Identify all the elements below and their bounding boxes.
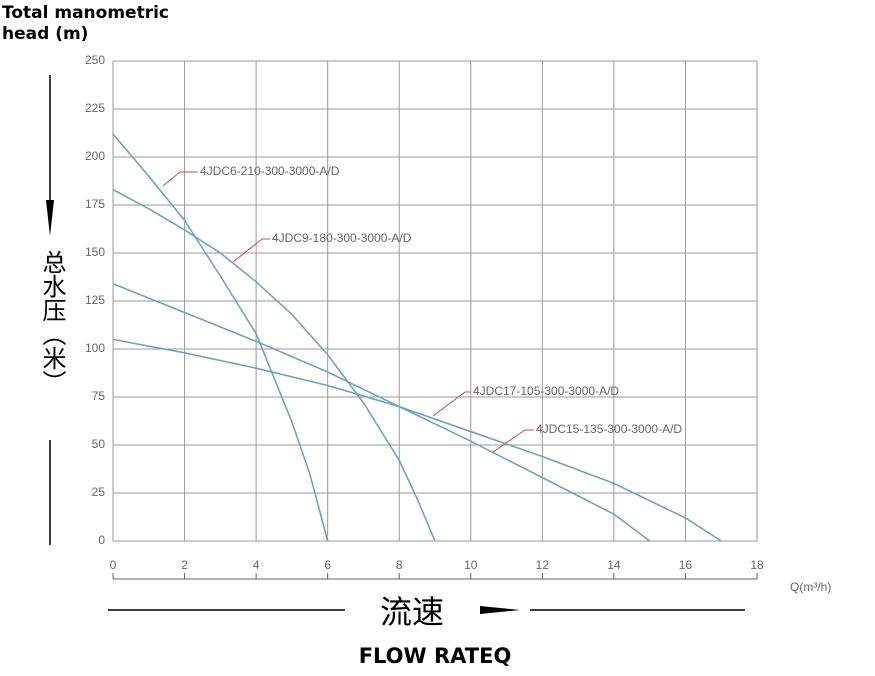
y-tick-label: 125 [85,293,105,307]
y-tick-label: 100 [85,341,105,355]
x-tick-label: 6 [324,558,331,572]
y-axis-title-line: head (m) [2,24,88,44]
x-tick-label: 18 [750,558,764,572]
leader-line [492,429,534,453]
leader-line [432,391,471,417]
series-label: 4JDC6-210-300-3000-A/D [200,164,340,178]
x-tick-label: 10 [464,558,478,572]
x-tick-label: 12 [536,558,550,572]
y-tick-label: 150 [85,245,105,259]
y-tick-label: 25 [92,485,106,499]
y-axis-title-cn: 总水压（米） [38,250,66,394]
y-tick-label: 200 [85,149,105,163]
series-line [112,282,651,542]
series-line [112,188,436,542]
x-tick-label: 0 [110,558,117,572]
axis-arrow-head [480,606,520,614]
y-axis-title: Total manometric head (m) [2,3,175,44]
series-label: 4JDC17-105-300-3000-A/D [473,384,619,398]
y-tick-label: 0 [98,533,105,547]
x-tick-label: 4 [253,558,260,572]
x-tick-label: 2 [181,558,188,572]
x-axis-title: Q(m³/h) [790,580,831,594]
series-label: 4JDC9-180-300-3000-A/D [272,231,412,245]
axis-arrow-head [46,200,54,236]
y-tick-label: 175 [85,197,105,211]
series-label: 4JDC15-135-300-3000-A/D [536,422,682,436]
x-axis-title-cn: 流速 [380,593,444,631]
y-tick-label: 50 [92,437,106,451]
series-line [112,133,329,542]
leader-line [162,171,198,187]
x-tick-label: 8 [396,558,403,572]
series-line [112,338,722,542]
y-tick-label: 75 [92,389,106,403]
x-tick-label: 16 [679,558,693,572]
y-tick-label: 250 [85,53,105,67]
leader-line [232,238,270,263]
y-tick-label: 225 [85,101,105,115]
y-axis-title-line: Total manometric [2,3,169,23]
x-axis-title-en: FLOW RATEQ [359,644,512,668]
x-tick-label: 14 [607,558,621,572]
